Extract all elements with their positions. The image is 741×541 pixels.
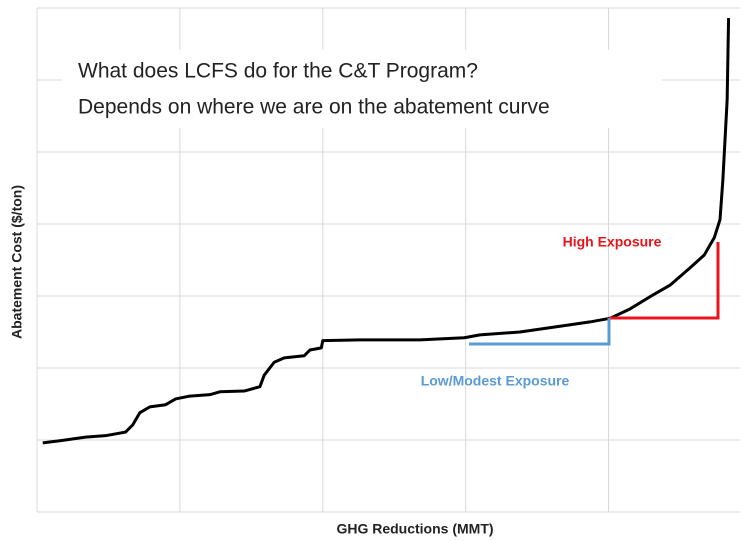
title-box <box>62 50 662 128</box>
high-exposure-bracket <box>609 242 720 320</box>
abatement-curve <box>42 18 731 445</box>
title-line: What does LCFS do for the C&T Program? <box>78 60 478 83</box>
y-axis-label: Abatement Cost ($/ton) <box>9 185 25 339</box>
title-line: Depends on where we are on the abatement… <box>78 96 550 119</box>
annotation: High Exposure <box>563 234 662 250</box>
low-exposure-bracket <box>469 318 611 346</box>
x-axis-label: GHG Reductions (MMT) <box>336 521 493 537</box>
annotation: Low/Modest Exposure <box>421 373 570 389</box>
